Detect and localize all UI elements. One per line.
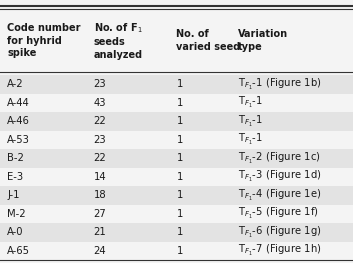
Text: 1: 1 [176, 98, 183, 108]
Text: T$_{F_1}$-1: T$_{F_1}$-1 [238, 114, 263, 129]
Text: 22: 22 [94, 116, 106, 126]
Text: 23: 23 [94, 79, 106, 89]
Text: A-65: A-65 [7, 246, 30, 256]
Text: T$_{F_1}$-6 (Figure 1g): T$_{F_1}$-6 (Figure 1g) [238, 225, 322, 240]
Text: T$_{F_1}$-1: T$_{F_1}$-1 [238, 95, 263, 110]
Text: 27: 27 [94, 209, 106, 219]
Text: B-2: B-2 [7, 153, 24, 163]
Text: 1: 1 [176, 116, 183, 126]
Bar [0, 223, 353, 241]
Text: 24: 24 [94, 246, 106, 256]
Text: A-46: A-46 [7, 116, 30, 126]
Text: T$_{F_1}$-2 (Figure 1c): T$_{F_1}$-2 (Figure 1c) [238, 151, 321, 166]
Text: 21: 21 [94, 227, 106, 237]
Text: No. of
varied seed: No. of varied seed [176, 29, 241, 52]
Text: Code number
for hyhrid
spike: Code number for hyhrid spike [7, 23, 80, 58]
Text: 14: 14 [94, 172, 106, 182]
Text: 23: 23 [94, 135, 106, 145]
Bar [0, 75, 353, 94]
Text: 1: 1 [176, 190, 183, 200]
Bar [0, 112, 353, 130]
Text: 1: 1 [176, 135, 183, 145]
Text: E-3: E-3 [7, 172, 23, 182]
Text: 1: 1 [176, 209, 183, 219]
Text: A-44: A-44 [7, 98, 30, 108]
Text: T$_{F_1}$-1: T$_{F_1}$-1 [238, 132, 263, 147]
Text: 1: 1 [176, 246, 183, 256]
Text: 1: 1 [176, 79, 183, 89]
Text: A-2: A-2 [7, 79, 24, 89]
Text: 1: 1 [176, 227, 183, 237]
Text: J-1: J-1 [7, 190, 19, 200]
Text: 43: 43 [94, 98, 106, 108]
Text: T$_{F_1}$-3 (Figure 1d): T$_{F_1}$-3 (Figure 1d) [238, 169, 322, 184]
Bar [0, 186, 353, 205]
Text: 22: 22 [94, 153, 106, 163]
Text: 1: 1 [176, 172, 183, 182]
Text: Variation
type: Variation type [238, 29, 288, 52]
Text: M-2: M-2 [7, 209, 26, 219]
Text: 18: 18 [94, 190, 106, 200]
Text: T$_{F_1}$-5 (Figure 1f): T$_{F_1}$-5 (Figure 1f) [238, 206, 319, 221]
Text: A-0: A-0 [7, 227, 24, 237]
Text: T$_{F_1}$-7 (Figure 1h): T$_{F_1}$-7 (Figure 1h) [238, 243, 322, 258]
Text: T$_{F_1}$-4 (Figure 1e): T$_{F_1}$-4 (Figure 1e) [238, 188, 322, 203]
Text: T$_{F_1}$-1 (Figure 1b): T$_{F_1}$-1 (Figure 1b) [238, 77, 322, 92]
Text: No. of F$_1$
seeds
analyzed: No. of F$_1$ seeds analyzed [94, 21, 143, 60]
Text: 1: 1 [176, 153, 183, 163]
Text: A-53: A-53 [7, 135, 30, 145]
Bar [0, 149, 353, 168]
